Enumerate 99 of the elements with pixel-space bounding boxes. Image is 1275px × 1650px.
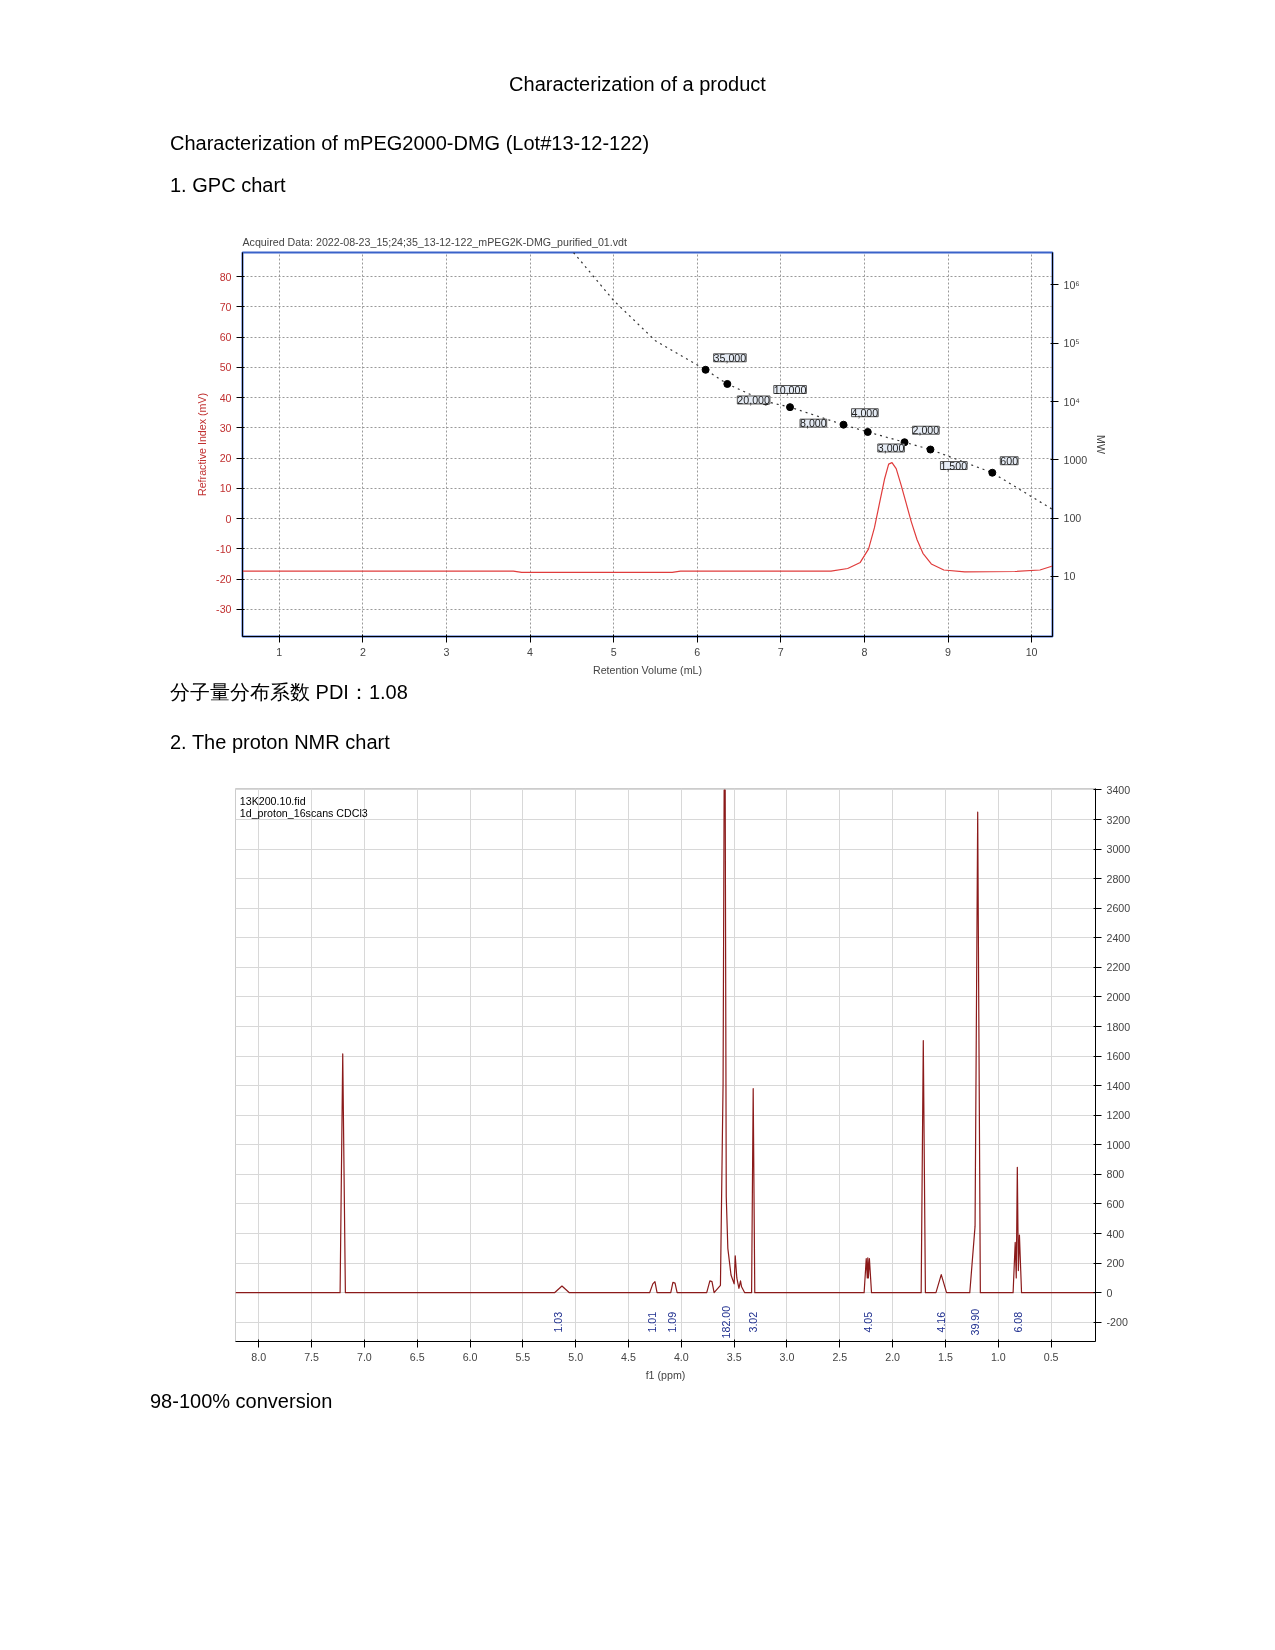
y-tick-label: 30	[219, 421, 232, 434]
data-label: 1,500	[940, 459, 968, 472]
point	[723, 379, 732, 388]
y-tick-label: 2800	[1106, 872, 1131, 885]
annotation: 1d_proton_16scans CDCl3	[239, 807, 368, 820]
x-axis-title: f1 (ppm)	[645, 1368, 686, 1381]
x-tick-label: 4	[527, 645, 534, 658]
x-tick-label: 4.5	[621, 1350, 636, 1363]
y-tick-label: -200	[1106, 1316, 1128, 1329]
y-tick-label: 3000	[1106, 842, 1131, 855]
x-tick-label: 5	[610, 645, 617, 658]
x-tick-label: 0.5	[1043, 1350, 1059, 1363]
y-tick-label: 1400	[1106, 1079, 1131, 1092]
annotation: 1.09	[665, 1311, 678, 1333]
x-tick-label: 4.0	[673, 1350, 689, 1363]
y-tick-label: -10	[216, 542, 232, 555]
point	[786, 402, 795, 411]
x-tick-label: 3	[443, 645, 450, 658]
y-tick-label: 1000	[1106, 1138, 1131, 1151]
y2-tick-label: 1000	[1063, 453, 1088, 466]
annotation: 39.90	[969, 1308, 982, 1336]
x-tick-label: 1.0	[990, 1350, 1006, 1363]
x-tick-label: 7	[777, 645, 784, 658]
annotation: 182.00	[719, 1305, 732, 1339]
x-tick-label: 2	[359, 645, 366, 658]
y2-tick-label: 100	[1063, 511, 1082, 524]
y-tick-label: -20	[216, 572, 232, 585]
line-series	[235, 789, 1096, 1294]
x-tick-label: 1	[276, 645, 283, 658]
y2-tick-label: 10⁵	[1063, 336, 1080, 349]
annotation: 1.01	[645, 1311, 658, 1333]
text: 1. GPC chart	[170, 173, 287, 199]
y-tick-label: 60	[219, 330, 232, 343]
y-tick-label: 40	[219, 391, 232, 404]
y-tick-label: 200	[1106, 1256, 1125, 1269]
text: 98-100% conversion	[150, 1388, 334, 1414]
y2-tick-label: 10⁶	[1063, 278, 1080, 291]
y-tick-label: 10	[219, 482, 232, 495]
text: 分子量分布系数 PDI：1.08	[170, 679, 409, 705]
x-tick-label: 2.5	[832, 1350, 848, 1363]
annotation: 4.16	[934, 1311, 947, 1333]
x-tick-label: 8.0	[251, 1350, 267, 1363]
point	[839, 420, 848, 429]
annotation: 13K200.10.fid	[239, 794, 306, 807]
data-label: 35,000	[713, 351, 747, 364]
y-tick-label: 50	[219, 361, 232, 374]
y-tick-label: 3400	[1106, 783, 1131, 796]
y-tick-label: 2400	[1106, 931, 1131, 944]
data-label: 3,000	[877, 441, 905, 454]
y2-tick-label: 10⁴	[1063, 395, 1081, 408]
data-label: 10,000	[773, 383, 807, 396]
y-tick-label: 600	[1106, 1197, 1125, 1210]
x-tick-label: 3.0	[779, 1350, 795, 1363]
text: 2. The proton NMR chart	[170, 730, 391, 756]
x-tick-label: 7.5	[304, 1350, 320, 1363]
y-tick-label: 80	[219, 270, 232, 283]
text: Characterization of mPEG2000-DMG (Lot#13-12-122)	[170, 130, 651, 156]
line-series	[572, 252, 1053, 510]
x-tick-label: 10	[1025, 645, 1038, 658]
y-tick-label: 1800	[1106, 1020, 1131, 1033]
x-axis-title: Retention Volume (mL)	[593, 663, 702, 676]
y-tick-label: 20	[219, 451, 232, 464]
point	[863, 427, 872, 436]
x-tick-label: 6.5	[409, 1350, 425, 1363]
y-tick-label: 3200	[1106, 813, 1131, 826]
x-tick-label: 8	[861, 645, 868, 658]
annotation: 3.02	[747, 1311, 760, 1333]
y-tick-label: -30	[216, 602, 232, 615]
y2-tick-label: 10	[1063, 570, 1076, 583]
x-tick-label: 9	[945, 645, 952, 658]
y-tick-label: 70	[219, 300, 232, 313]
y-axis-title: Refractive Index (mV)	[196, 392, 209, 496]
chart-title: Acquired Data: 2022-08-23_15;24;35_13-12-122_mPEG2K-DMG_purified_01.vdt	[242, 235, 627, 248]
text: Characterization of a product	[508, 72, 767, 97]
x-tick-label: 1.5	[938, 1350, 953, 1363]
x-tick-label: 6	[694, 645, 701, 658]
data-label: 2,000	[912, 423, 940, 436]
y-tick-label: 2000	[1106, 990, 1131, 1003]
y-tick-label: 800	[1106, 1168, 1125, 1181]
x-tick-label: 5.5	[515, 1350, 531, 1363]
y2-axis-title: MW	[1095, 434, 1108, 455]
x-tick-label: 6.0	[462, 1350, 478, 1363]
y-tick-label: 2600	[1106, 902, 1131, 915]
y-tick-label: 1600	[1106, 1049, 1131, 1062]
y-tick-label: 2200	[1106, 961, 1131, 974]
annotation: 1.03	[552, 1311, 564, 1333]
y-tick-label: 1200	[1106, 1109, 1131, 1122]
y-tick-label: 0	[1106, 1286, 1113, 1299]
x-tick-label: 7.0	[356, 1350, 372, 1363]
annotation: 4.05	[862, 1311, 875, 1333]
y-tick-label: 400	[1106, 1227, 1125, 1240]
annotation: 6.08	[1012, 1311, 1025, 1333]
point	[701, 365, 710, 374]
x-tick-label: 3.5	[726, 1350, 742, 1363]
point	[926, 445, 935, 454]
y-tick-label: 0	[225, 512, 232, 525]
x-tick-label: 2.0	[885, 1350, 901, 1363]
point	[988, 468, 997, 477]
x-tick-label: 5.0	[568, 1350, 584, 1363]
